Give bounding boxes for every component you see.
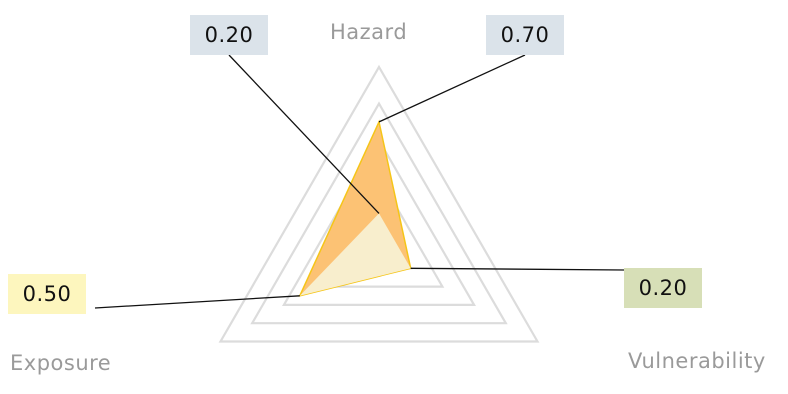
leader-line-2 [378,54,526,123]
callout-hazard-inner: 0.20 [190,15,268,55]
axis-label-hazard: Hazard [330,20,408,44]
callout-exposure: 0.50 [8,274,86,314]
callout-leaders [94,54,625,309]
callout-hazard-outer: 0.70 [486,15,564,55]
leader-line-3 [410,267,625,271]
radar-areas [298,119,412,297]
series-area-2 [299,213,411,296]
callout-vulnerability: 0.20 [624,268,702,308]
axis-label-vulnerability: Vulnerability [628,349,766,373]
axis-label-exposure: Exposure [10,351,112,375]
grid-ring-1 [218,64,540,343]
grid-ring-2 [250,101,508,325]
leader-line-1 [228,54,380,214]
leader-line-4 [94,295,300,309]
grid-ring-3 [281,138,477,306]
